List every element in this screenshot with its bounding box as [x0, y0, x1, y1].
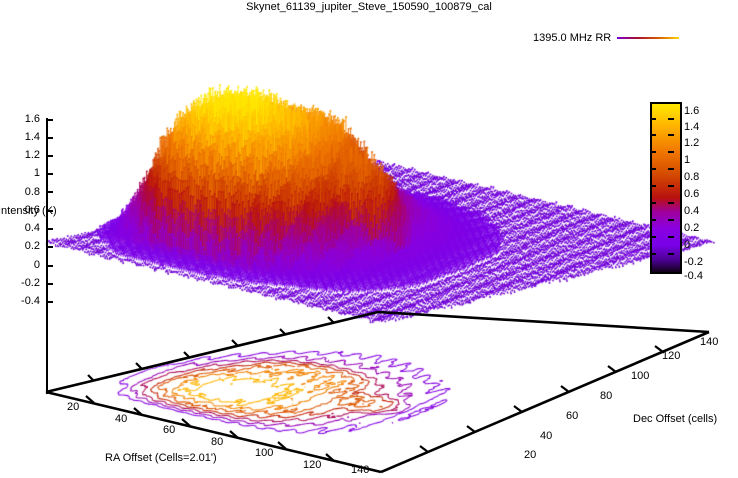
x-tick-label: 120: [303, 459, 322, 471]
colorbar-tick-label: 1.6: [684, 105, 700, 117]
z-tick-label: 100: [631, 370, 650, 382]
x-tick-label: 40: [115, 413, 128, 425]
y-tick: [46, 265, 53, 267]
x-tick-label: 60: [163, 424, 176, 436]
colorbar-tick: [650, 134, 656, 136]
x-tick-label: 140: [351, 464, 370, 476]
z-tick-label: 40: [540, 430, 553, 442]
colorbar: [650, 102, 682, 274]
colorbar-tick: [668, 202, 674, 204]
y-tick-label: 1.6: [24, 113, 40, 125]
y-tick: [46, 137, 53, 139]
z-tick-label: 120: [662, 350, 681, 362]
colorbar-tick: [650, 168, 656, 170]
z-tick-label: 60: [566, 410, 579, 422]
colorbar-tick-label: 1.4: [684, 121, 700, 133]
colorbar-tick: [668, 168, 674, 170]
y-tick: [46, 173, 53, 175]
colorbar-tick: [650, 236, 656, 238]
colorbar-tick: [668, 151, 674, 153]
y-tick: [46, 283, 53, 285]
colorbar-tick: [668, 236, 674, 238]
colorbar-tick-label: 0.4: [684, 205, 700, 217]
x-tick-label: 20: [67, 401, 80, 413]
colorbar-tick-label: 0.6: [684, 188, 700, 200]
colorbar-tick: [668, 219, 674, 221]
y-axis-line: [46, 118, 48, 394]
colorbar-tick-label: 1: [684, 154, 691, 166]
colorbar-tick: [668, 118, 674, 120]
y-tick: [46, 119, 53, 121]
y-axis-label: Intensity (K): [0, 205, 57, 217]
y-tick-label: 0.4: [24, 222, 40, 234]
x-tick-label: 80: [211, 436, 224, 448]
y-tick: [46, 301, 53, 303]
y-tick-label: 0.6: [24, 204, 40, 216]
z-tick-label: 140: [700, 336, 719, 348]
y-tick-label: 1.4: [24, 131, 40, 143]
colorbar-tick-label: -0.4: [684, 270, 703, 282]
colorbar-tick: [668, 253, 674, 255]
colorbar-tick: [650, 253, 656, 255]
y-tick: [46, 191, 53, 193]
y-tick-label: 0: [33, 259, 40, 271]
colorbar-tick: [650, 151, 656, 153]
colorbar-tick: [650, 185, 656, 187]
x-axis-label: RA Offset (Cells=2.01'): [105, 452, 217, 464]
z-tick-label: 80: [600, 390, 613, 402]
y-tick-label: -0.4: [21, 295, 40, 307]
y-tick: [46, 210, 53, 212]
y-tick-label: 0.2: [24, 240, 40, 252]
colorbar-tick: [668, 134, 674, 136]
colorbar-tick: [668, 185, 674, 187]
y-tick-label: -0.2: [21, 277, 40, 289]
y-tick-label: 1: [33, 167, 40, 179]
colorbar-tick: [650, 219, 656, 221]
y-tick: [46, 246, 53, 248]
colorbar-tick-label: -0.2: [684, 256, 703, 268]
y-tick-label: 1.2: [24, 149, 40, 161]
x-tick-label: 100: [255, 447, 274, 459]
y-tick: [46, 228, 53, 230]
y-tick-label: 0.8: [24, 186, 40, 198]
colorbar-tick: [650, 118, 656, 120]
colorbar-tick: [650, 202, 656, 204]
y-tick: [46, 155, 53, 157]
colorbar-tick-label: 1.2: [684, 137, 700, 149]
z-tick-label: 20: [524, 449, 537, 461]
colorbar-tick-label: 0: [684, 239, 691, 251]
colorbar-tick-label: 0.2: [684, 222, 700, 234]
colorbar-tick-label: 0.8: [684, 171, 700, 183]
z-axis-label: Dec Offset (cells): [633, 413, 718, 425]
